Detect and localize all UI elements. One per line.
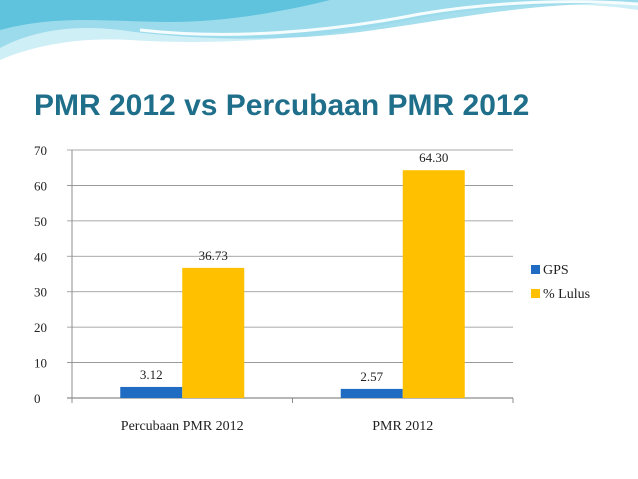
header-wave-decoration — [0, 0, 638, 60]
bar-lulus — [182, 267, 245, 398]
bar-gps — [340, 388, 403, 398]
slide-title: PMR 2012 vs Percubaan PMR 2012 — [34, 89, 530, 122]
y-tick-label: 60 — [34, 178, 47, 193]
x-category-label: PMR 2012 — [372, 419, 433, 434]
legend-label: GPS — [543, 263, 569, 278]
data-label: 64.30 — [419, 150, 448, 165]
y-tick-label: 20 — [34, 320, 47, 335]
x-category-label: Percubaan PMR 2012 — [121, 419, 244, 434]
bar-gps — [120, 386, 183, 398]
legend-swatch — [531, 289, 540, 298]
wave-highlight — [139, 0, 638, 36]
y-tick-label: 50 — [34, 214, 47, 229]
data-label: 3.12 — [140, 367, 163, 382]
y-tick-label: 0 — [34, 391, 41, 406]
legend-swatch — [531, 265, 540, 274]
y-tick-label: 40 — [34, 249, 47, 264]
bar-lulus — [402, 170, 465, 398]
y-tick-label: 30 — [34, 285, 47, 300]
data-label: 36.73 — [199, 248, 228, 263]
y-tick-label: 70 — [34, 143, 47, 158]
y-tick-label: 10 — [34, 356, 47, 371]
wave-front — [0, 0, 330, 30]
legend-label: % Lulus — [543, 287, 590, 302]
data-label: 2.57 — [360, 369, 383, 384]
